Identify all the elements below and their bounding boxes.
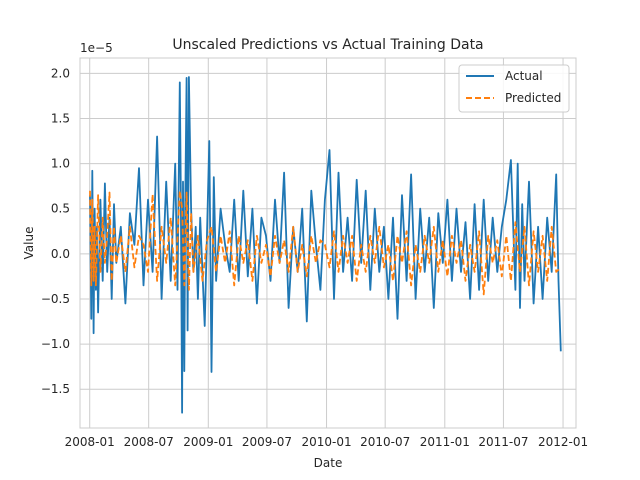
y-tick-label: 0.0 <box>51 247 70 261</box>
y-tick-labels: −1.5 −1.0 −0.5 0.0 0.5 1.0 1.5 2.0 <box>41 66 70 396</box>
y-tick-label: −1.0 <box>41 337 70 351</box>
x-tick-label: 2009-07 <box>242 435 292 449</box>
x-tick-label: 2010-07 <box>360 435 410 449</box>
y-axis-label: Value <box>22 227 36 260</box>
y-tick-label: 1.0 <box>51 157 70 171</box>
x-tick-label: 2008-07 <box>124 435 174 449</box>
x-axis-label: Date <box>314 456 343 470</box>
x-tick-label: 2012-01 <box>538 435 588 449</box>
x-tick-label: 2011-07 <box>478 435 528 449</box>
legend: Actual Predicted <box>458 64 570 113</box>
x-tick-label: 2008-01 <box>65 435 115 449</box>
series-layer <box>89 76 562 414</box>
y-tick-label: 1.5 <box>51 111 70 125</box>
y-tick-label: 2.0 <box>51 66 70 80</box>
x-tick-label: 2009-01 <box>183 435 233 449</box>
x-tick-labels: 2008-01 2008-07 2009-01 2009-07 2010-01 2010-… <box>65 435 588 449</box>
legend-label-predicted: Predicted <box>505 91 561 105</box>
y-scale-note: 1e−5 <box>80 41 113 55</box>
plot-area-frame <box>79 57 577 429</box>
series-line-predicted <box>89 189 562 296</box>
y-tick-label: 0.5 <box>51 202 70 216</box>
legend-label-actual: Actual <box>505 69 543 83</box>
y-tick-label: −0.5 <box>41 292 70 306</box>
y-tick-label: −1.5 <box>41 382 70 396</box>
x-tick-label: 2010-01 <box>301 435 351 449</box>
x-tick-label: 2011-01 <box>420 435 470 449</box>
chart-title: Unscaled Predictions vs Actual Training … <box>172 37 483 53</box>
series-line-actual <box>89 76 562 414</box>
